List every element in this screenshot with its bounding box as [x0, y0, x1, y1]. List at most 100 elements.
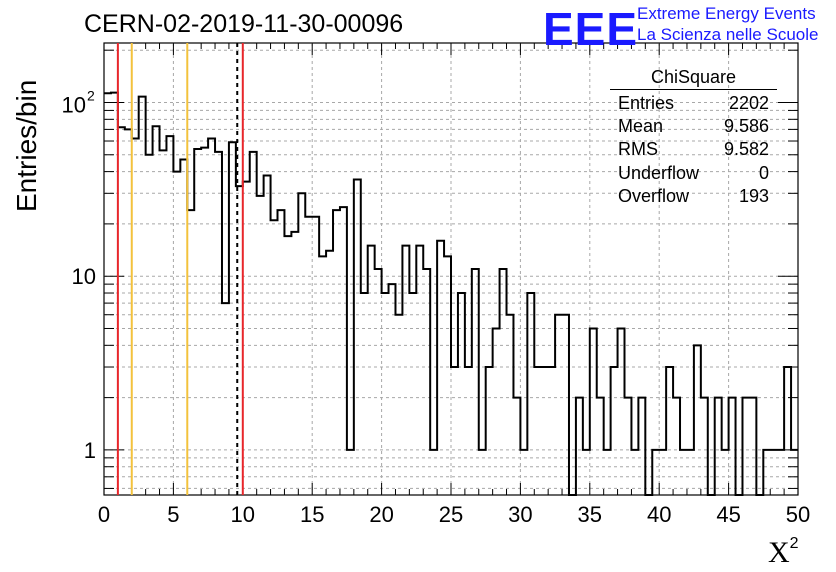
histogram-bin	[611, 367, 618, 495]
histogram-bin	[444, 256, 451, 495]
histogram-bin	[215, 152, 222, 495]
histogram-bin	[583, 450, 590, 495]
histogram-bin	[534, 367, 541, 495]
x-axis-label: X2	[768, 535, 799, 570]
histogram-bin	[784, 367, 791, 495]
histogram-bin	[770, 450, 777, 495]
histogram-series	[104, 91, 798, 496]
histogram-bin	[284, 236, 291, 495]
histogram-bin	[291, 232, 298, 495]
histogram-bin	[479, 450, 486, 495]
x-tick-label: 10	[231, 502, 255, 527]
x-tick-label: 30	[508, 502, 532, 527]
brand-line-1: Extreme Energy Events	[637, 4, 816, 23]
run-title: CERN-02-2019-11-30-00096	[84, 10, 404, 38]
histogram-bin	[125, 129, 132, 495]
histogram-bin	[715, 398, 722, 495]
histogram-bin	[340, 207, 347, 495]
histogram-bin	[243, 182, 250, 495]
x-tick-label: 0	[98, 502, 110, 527]
histogram-bin	[618, 328, 625, 495]
histogram-bin	[597, 398, 604, 495]
histogram-bin	[389, 284, 396, 495]
histogram-bin	[722, 450, 729, 495]
stats-label: RMS	[618, 139, 658, 160]
histogram-bin	[180, 159, 187, 495]
x-tick-label: 45	[716, 502, 740, 527]
histogram-bin	[687, 450, 694, 495]
histogram-bin	[437, 241, 444, 495]
histogram-bin	[146, 155, 153, 495]
histogram-bin	[465, 367, 472, 495]
histogram-bin	[132, 139, 139, 495]
histogram-bin	[354, 180, 361, 495]
stats-row-entries: Entries 2202	[610, 92, 777, 115]
eee-logo: EEE	[543, 3, 639, 55]
x-tick-label: 50	[786, 502, 810, 527]
histogram-bin	[104, 93, 111, 495]
histogram-bin	[111, 93, 118, 495]
stats-value: 193	[738, 185, 769, 206]
histogram-bin	[375, 269, 382, 495]
histogram-bin	[305, 217, 312, 495]
histogram-bin	[638, 398, 645, 495]
x-tick-label: 20	[369, 502, 393, 527]
histogram-bin	[278, 210, 285, 495]
histogram-bin	[416, 246, 423, 495]
histogram-bin	[395, 315, 402, 495]
stats-label: Entries	[618, 93, 675, 113]
histogram-bin	[271, 220, 278, 495]
histogram-bin	[402, 246, 409, 495]
histogram-bin	[729, 398, 736, 495]
histogram-bin	[749, 398, 756, 495]
histogram-bin	[520, 450, 527, 495]
histogram-bin	[541, 367, 548, 495]
histogram-bin	[319, 256, 326, 495]
stats-value: 9.586	[723, 116, 769, 137]
histogram-bin	[347, 450, 354, 495]
y-tick-label: 10	[72, 264, 96, 289]
histogram-bin	[659, 450, 666, 495]
x-axis-label-base: X	[768, 536, 790, 569]
histogram-bin	[791, 450, 798, 495]
histogram-bin	[333, 210, 340, 495]
histogram-bin	[652, 450, 659, 495]
histogram-bin	[763, 450, 770, 495]
histogram-bin	[458, 293, 465, 495]
histogram-bin	[229, 142, 236, 495]
histogram-bin	[173, 172, 180, 495]
histogram-bin	[361, 293, 368, 495]
stats-box: ChiSquare Entries 2202 Mean 9.586 RMS 9.…	[610, 67, 777, 208]
histogram-bin	[500, 269, 507, 495]
histogram-bin	[493, 328, 500, 495]
histogram-bin	[562, 315, 569, 495]
reference-lines	[116, 43, 244, 495]
y-tick-label-exponent: 2	[87, 87, 95, 103]
histogram-bin	[604, 450, 611, 495]
histogram-bin	[666, 367, 673, 495]
y-axis-label: Entries/bin	[11, 79, 42, 212]
stats-value: 0	[758, 162, 769, 183]
histogram-bin	[742, 398, 749, 495]
stats-value: 2202	[728, 93, 769, 113]
histogram-bin	[631, 450, 638, 495]
histogram-bin	[472, 269, 479, 495]
histogram-bin	[264, 175, 271, 495]
stats-label: Underflow	[618, 162, 700, 183]
y-tick-label: 1	[84, 438, 96, 463]
histogram-bin	[153, 126, 160, 495]
x-axis-label-exponent: 2	[789, 535, 799, 552]
histogram-bin	[673, 398, 680, 495]
histogram-bin	[513, 398, 520, 495]
stats-row-underflow: Underflow 0	[610, 162, 777, 185]
histogram-bin	[701, 398, 708, 495]
histogram-bin	[430, 450, 437, 495]
histogram-bin	[680, 450, 687, 495]
histogram-bin	[222, 303, 229, 495]
x-tick-label: 5	[167, 502, 179, 527]
histogram-bin	[527, 293, 534, 495]
histogram-line	[104, 91, 798, 496]
histogram-bin	[312, 217, 319, 495]
histogram-bin	[194, 149, 201, 495]
